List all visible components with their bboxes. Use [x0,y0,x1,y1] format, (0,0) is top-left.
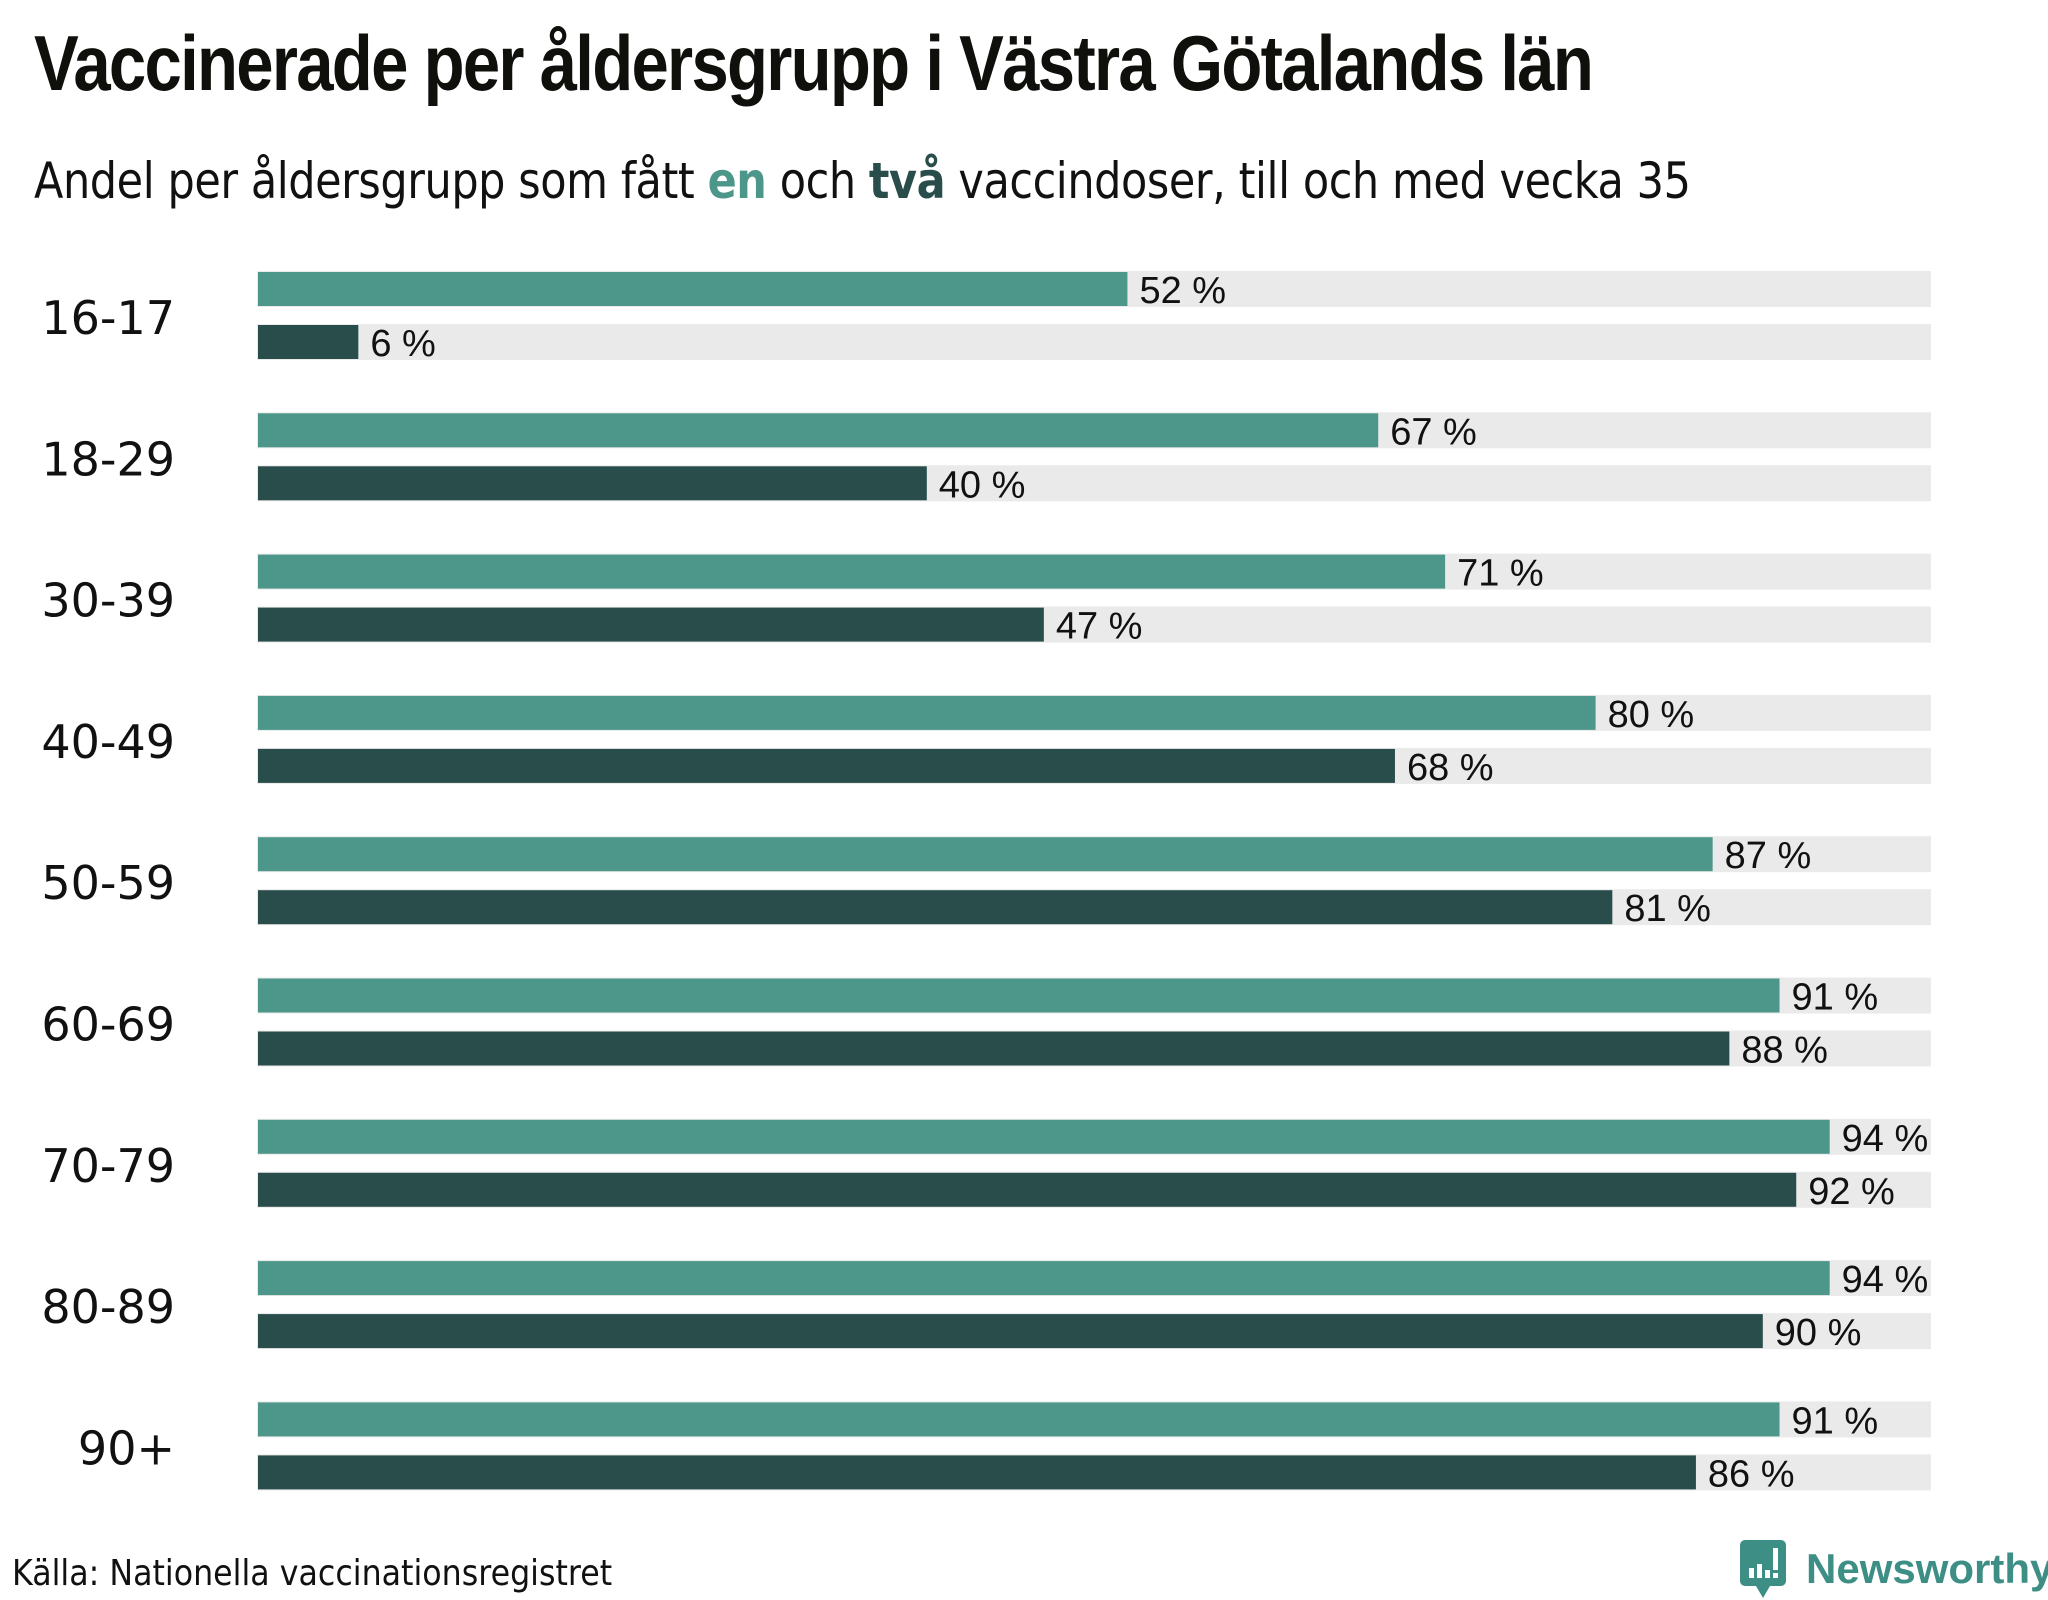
newsworthy-logo-icon [1740,1540,1786,1598]
value-label: 81 % [1624,888,1711,930]
subtitle-text-1: Andel per åldersgrupp som fått [34,152,708,210]
value-label: 87 % [1725,835,1812,877]
newsworthy-logo: Newsworthy [1740,1540,2048,1598]
value-label: 94 % [1842,1259,1929,1301]
value-label: 88 % [1741,1030,1828,1072]
value-label: 94 % [1842,1118,1929,1160]
value-label: 91 % [1792,977,1879,1019]
bar-track [257,324,1931,360]
bar-en [258,413,1379,448]
bar-tva [258,748,1395,783]
chart-title: Vaccinerade per åldersgrupp i Västra Göt… [34,19,1594,107]
category-label: 18-29 [41,432,175,486]
value-label: 90 % [1775,1312,1862,1354]
category-label: 16-17 [41,291,175,345]
bar-tva [258,1314,1763,1349]
value-label: 52 % [1139,270,1226,312]
bar-en [258,272,1128,306]
bar-tva [258,1172,1797,1207]
subtitle-text-2: och [766,152,869,210]
bar-en [258,695,1596,730]
bar-tva [258,890,1613,925]
bar-tva [258,607,1044,642]
bar-tva [258,1031,1730,1066]
value-label: 91 % [1792,1400,1879,1442]
value-label: 92 % [1808,1171,1895,1213]
bar-tva [258,325,359,359]
logo-text: Newsworthy [1806,1545,2048,1592]
bar-en [258,837,1713,872]
source-note: Källa: Nationella vaccinationsregistret [12,1553,613,1594]
legend-en: en [707,152,767,210]
bar-tva [258,466,927,501]
subtitle-text-3: vaccindoser, till och med vecka 35 [945,152,1691,210]
bar-en [258,554,1446,589]
value-label: 40 % [939,464,1026,506]
category-label: 40-49 [41,715,175,769]
value-label: 67 % [1390,411,1477,453]
category-label: 60-69 [41,998,175,1052]
bar-en [258,1261,1830,1296]
bar-en [258,1119,1830,1154]
bar-en [258,978,1780,1013]
legend-tva: två [868,152,946,210]
chart-subtitle: Andel per åldersgrupp som fått en och tv… [34,152,1691,210]
category-label: 90+ [78,1421,175,1475]
value-label: 68 % [1407,747,1494,789]
bar-en [258,1402,1780,1437]
category-label: 30-39 [41,574,175,628]
category-label: 80-89 [41,1280,175,1334]
value-label: 6 % [370,323,435,365]
category-label: 70-79 [41,1139,175,1193]
value-label: 86 % [1708,1453,1795,1495]
category-label: 50-59 [41,856,175,910]
value-label: 47 % [1056,606,1143,648]
bar-tva [258,1455,1696,1490]
value-label: 71 % [1457,553,1544,595]
value-label: 80 % [1608,694,1695,736]
